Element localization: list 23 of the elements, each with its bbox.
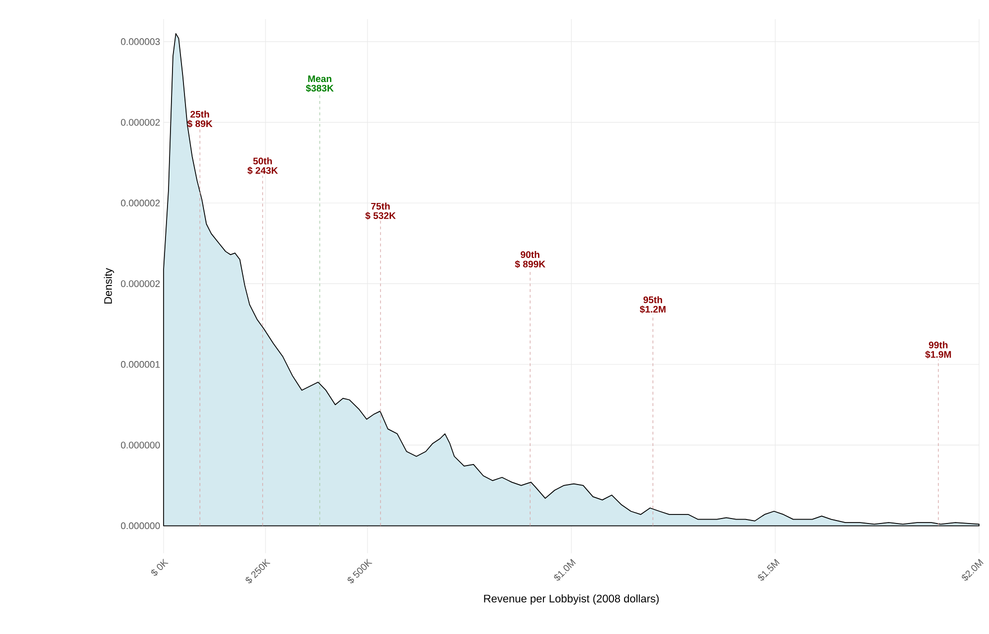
annotation: $ 243K	[247, 166, 278, 174]
y-tick-label: 0.000003	[120, 38, 160, 45]
annotation: $383K	[306, 84, 334, 92]
x-axis-title: Revenue per Lobbyist (2008 dollars)	[484, 594, 659, 604]
y-tick-label: 0.000002	[120, 280, 160, 287]
y-tick-label: 0.000002	[120, 118, 160, 126]
y-tick-label: 0.000001	[120, 360, 160, 368]
y-tick-label: 0.000000	[120, 442, 160, 448]
x-tick-label: $ 0K	[151, 558, 168, 576]
ref-line-label: 95th	[643, 296, 662, 304]
annotation: $ 532K	[365, 212, 396, 220]
ref-line-label: 25th	[190, 110, 210, 118]
ref-line-label: 75th	[371, 202, 390, 210]
y-tick-label: 0.000000	[120, 522, 160, 529]
ref-line-label: 90th	[520, 250, 540, 258]
y-axis-title: Density	[104, 268, 114, 304]
ref-line-label: Mean	[308, 75, 332, 82]
annotation: $1.9M	[925, 350, 951, 358]
annotation: $1.2M	[640, 305, 666, 314]
annotation: $ 899K	[514, 260, 546, 268]
ref-line-label: 99th	[928, 341, 948, 348]
y-tick-label: 0.000002	[120, 200, 160, 206]
ref-line-label: 50th	[253, 157, 272, 164]
